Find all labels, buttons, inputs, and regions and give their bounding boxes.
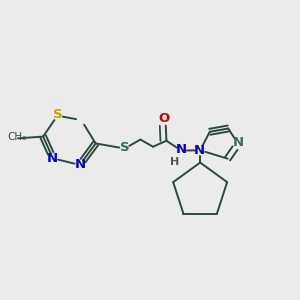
Text: H: H xyxy=(170,157,179,167)
Text: S: S xyxy=(120,141,129,154)
Text: N: N xyxy=(232,136,244,149)
Text: O: O xyxy=(158,112,170,125)
Text: CH₃: CH₃ xyxy=(7,133,26,142)
Text: N: N xyxy=(194,144,205,157)
Text: N: N xyxy=(46,152,58,165)
Text: N: N xyxy=(75,158,86,171)
Text: S: S xyxy=(52,108,62,121)
Text: N: N xyxy=(176,143,187,156)
